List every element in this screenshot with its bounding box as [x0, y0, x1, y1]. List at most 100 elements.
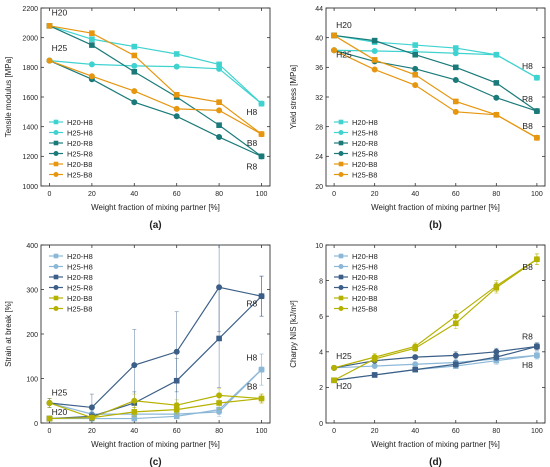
panel-a: 1000 1200 1400 1600 1800 2000 2200 0 20 40 60 80 100…: [4, 6, 271, 231]
series-h25-h8: [46, 57, 265, 107]
data-point: [412, 65, 419, 72]
data-point: [493, 111, 500, 118]
legend-entry: H25-B8: [352, 170, 377, 179]
x-axis-label: Weight fraction of mixing partner [%]: [371, 203, 500, 212]
data-point: [131, 99, 138, 106]
data-point: [331, 47, 338, 54]
data-point: [371, 372, 378, 378]
data-point: [452, 45, 459, 51]
legend-swatch-marker: [53, 130, 59, 135]
data-point: [258, 153, 265, 160]
legend-swatch-marker: [338, 274, 344, 280]
y-tick-label: 4: [319, 350, 323, 357]
legend-entry: H20-H8: [352, 118, 378, 127]
series-h20-h8: [331, 32, 540, 81]
x-axis-label: Weight fraction of mixing partner [%]: [91, 440, 220, 449]
y-tick-label: 300: [26, 287, 38, 294]
x-tick-label: 60: [452, 428, 460, 435]
y-tick-label: 10: [315, 243, 323, 250]
y-tick-label: 2200: [22, 6, 38, 13]
annotation-label: H25: [336, 50, 352, 60]
y-axis-label: Yield stress [MPa]: [289, 65, 298, 129]
legend-entry: H20-H8: [67, 118, 93, 127]
legend-entry: H25-H8: [352, 128, 378, 137]
y-tick-label: 1000: [22, 184, 38, 191]
x-tick-label: 40: [411, 191, 419, 198]
data-point: [216, 99, 222, 105]
legend-entry: H25-H8: [67, 128, 93, 137]
data-point: [371, 57, 378, 63]
series-line: [49, 25, 262, 157]
legend-swatch-marker: [338, 151, 344, 156]
data-point: [533, 343, 540, 350]
x-tick-label: 80: [492, 428, 500, 435]
data-point: [412, 366, 419, 373]
legend-entry: H25-H8: [352, 262, 378, 271]
x-tick-label: 80: [215, 191, 223, 198]
data-point: [493, 80, 500, 86]
annotation-label: H8: [246, 107, 257, 117]
legend-swatch-marker: [53, 264, 59, 269]
data-point: [46, 399, 53, 406]
data-point: [533, 256, 540, 263]
data-point: [216, 134, 223, 141]
data-point: [452, 313, 459, 320]
x-axis-label: Weight fraction of mixing partner [%]: [91, 203, 220, 212]
legend-entry: H25-R8: [352, 149, 378, 158]
x-tick-label: 60: [452, 191, 460, 198]
y-axis-label: Charpy NIS [kJ/m²]: [289, 300, 298, 368]
data-point: [88, 414, 95, 421]
data-point: [258, 293, 265, 300]
data-point: [216, 65, 223, 72]
data-point: [173, 113, 180, 120]
series-line: [333, 49, 538, 112]
data-point: [46, 415, 53, 422]
panel-c: 0 100 200 300 400 0 20 40 60 80 100 Weight fraction…: [4, 243, 271, 467]
legend-entry: H20-R8: [67, 139, 93, 148]
data-point: [89, 30, 95, 37]
data-point: [331, 32, 337, 39]
series-line: [334, 49, 538, 79]
y-tick-label: 400: [26, 243, 38, 250]
annotation-label: B8: [247, 138, 258, 148]
legend-swatch-marker: [53, 119, 59, 125]
series-line: [334, 34, 538, 112]
data-point: [452, 352, 459, 359]
x-tick-label: 20: [88, 191, 96, 198]
legend-entry: H20-R8: [352, 139, 378, 148]
legend-entry: H20-R8: [352, 273, 378, 282]
data-point: [533, 352, 540, 359]
y-axis-label: Strain at break [%]: [4, 301, 13, 367]
data-point: [371, 37, 378, 44]
x-axis-label: Weight fraction of mixing partner [%]: [371, 440, 500, 449]
series-line: [333, 258, 538, 381]
annotation-label: R8: [246, 162, 257, 172]
legend-entry: H25-B8: [352, 304, 377, 313]
annotation-label: B8: [247, 382, 258, 392]
legend-entry: H25-B8: [67, 304, 92, 313]
x-tick-label: 100: [531, 191, 543, 198]
series-line: [49, 286, 262, 409]
series-h25-b8: [46, 388, 265, 421]
legend-entry: H20-H8: [67, 252, 93, 261]
x-tick-label: 20: [371, 191, 379, 198]
data-point: [216, 335, 222, 342]
data-point: [452, 108, 459, 115]
data-point: [331, 364, 338, 371]
legend-swatch-marker: [53, 172, 59, 177]
series-h25-h8: [331, 351, 540, 371]
data-point: [88, 61, 95, 68]
annotation-label: H8: [522, 360, 533, 370]
series-line: [334, 34, 538, 79]
series-h20-b8: [46, 23, 265, 137]
data-point: [493, 94, 500, 101]
series-line: [333, 49, 538, 139]
legend-swatch-marker: [53, 161, 59, 167]
data-point: [452, 98, 459, 105]
series-line: [49, 397, 262, 420]
series-line: [333, 258, 538, 369]
series-h25-b8: [331, 253, 540, 371]
